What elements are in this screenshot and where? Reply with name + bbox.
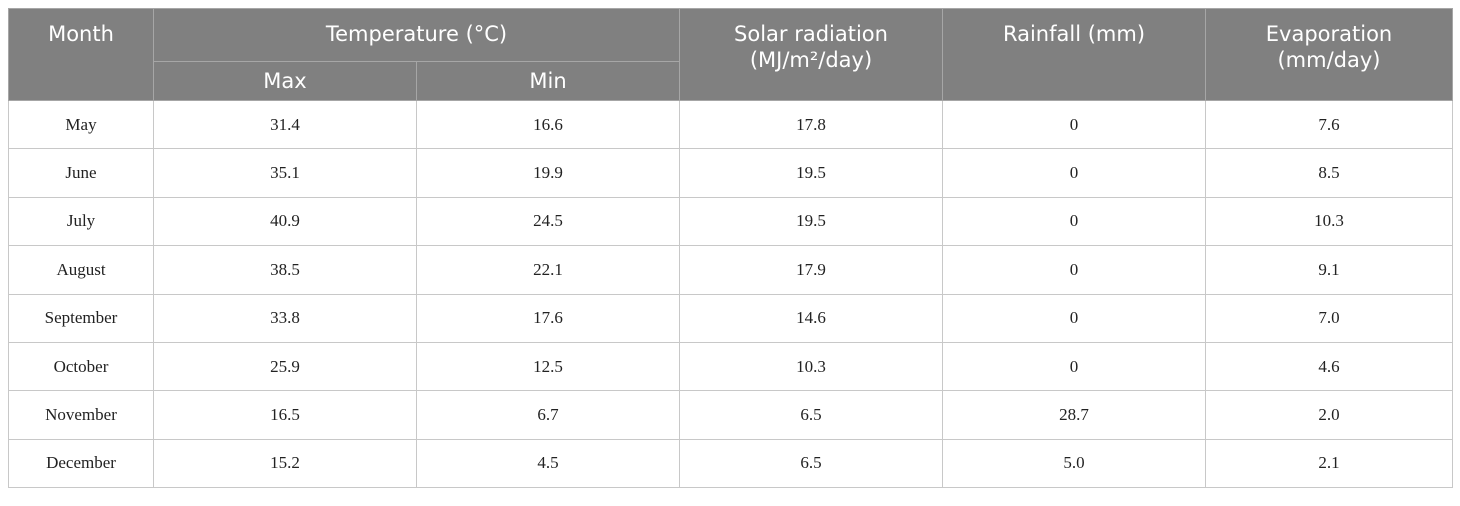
header-cell: Solar radiation (MJ/m²/day) — [679, 8, 943, 101]
table-cell: 35.1 — [153, 148, 417, 198]
table-cell: 28.7 — [942, 390, 1206, 440]
header-row: Month Temperature (°C) Solar radiation (… — [8, 8, 1453, 101]
table-cell: 4.5 — [416, 438, 680, 489]
table-row: June 35.1 19.9 19.5 0 8.5 — [8, 148, 1453, 198]
table-cell: 6.7 — [416, 390, 680, 440]
header-cell: Rainfall (mm) — [942, 8, 1206, 101]
table-row: November 16.5 6.7 6.5 28.7 2.0 — [8, 390, 1453, 440]
table-cell: 0 — [942, 245, 1206, 295]
table-cell: 0 — [942, 148, 1206, 198]
table-cell: 10.3 — [1205, 196, 1453, 247]
table-row: September 33.8 17.6 14.6 0 7.0 — [8, 293, 1453, 343]
data-table: Month Temperature (°C) Solar radiation (… — [8, 8, 1453, 489]
table-row: October 25.9 12.5 10.3 0 4.6 — [8, 341, 1453, 392]
table-cell: 5.0 — [942, 438, 1206, 489]
header-row: Max Min — [9, 61, 1453, 101]
table-cell: 17.8 — [679, 99, 943, 150]
table-cell: 7.0 — [1205, 293, 1453, 343]
table-cell: 12.5 — [416, 341, 680, 392]
header-cell: Month — [8, 8, 154, 101]
table-row: May 31.4 16.6 17.8 0 7.6 — [8, 99, 1453, 150]
table-cell: November — [8, 390, 154, 440]
table-cell: 22.1 — [416, 245, 680, 295]
header-cell: Max — [153, 61, 417, 101]
table-cell: December — [8, 438, 154, 489]
table-cell: 31.4 — [153, 99, 417, 150]
table-cell: 6.5 — [679, 390, 943, 440]
table-cell: 9.1 — [1205, 245, 1453, 295]
table-cell: 33.8 — [153, 293, 417, 343]
table-cell: 0 — [942, 196, 1206, 247]
table-cell: 19.9 — [416, 148, 680, 198]
table-row: August 38.5 22.1 17.9 0 9.1 — [8, 245, 1453, 295]
header-cell: Min — [416, 61, 680, 101]
table-cell: 8.5 — [1205, 148, 1453, 198]
table-body: May 31.4 16.6 17.8 0 7.6 June 35.1 19.9 19.5 0 8.5 J… — [8, 99, 1453, 489]
table-row: December 15.2 4.5 6.5 5.0 2.1 — [8, 438, 1453, 489]
table-cell: 24.5 — [416, 196, 680, 247]
table-cell: October — [8, 341, 154, 392]
table-cell: 7.6 — [1205, 99, 1453, 150]
table-cell: August — [8, 245, 154, 295]
table-row: July 40.9 24.5 19.5 0 10.3 — [8, 196, 1453, 247]
table-cell: 19.5 — [679, 148, 943, 198]
table-cell: 6.5 — [679, 438, 943, 489]
table-cell: 0 — [942, 293, 1206, 343]
table-cell: 0 — [942, 341, 1206, 392]
table-cell: 15.2 — [153, 438, 417, 489]
table-cell: 14.6 — [679, 293, 943, 343]
table-cell: 17.9 — [679, 245, 943, 295]
table-cell: 40.9 — [153, 196, 417, 247]
table-cell: May — [8, 99, 154, 150]
table-cell: 16.6 — [416, 99, 680, 150]
table-cell: July — [8, 196, 154, 247]
table-cell: 4.6 — [1205, 341, 1453, 392]
header-text: Evaporation (mm/day) — [1265, 22, 1393, 72]
header-text: Solar radiation (MJ/m²/day) — [734, 22, 888, 72]
table-cell: 2.0 — [1205, 390, 1453, 440]
table-cell: June — [8, 148, 154, 198]
table-cell: 17.6 — [416, 293, 680, 343]
table-cell: September — [8, 293, 154, 343]
table-cell: 0 — [942, 99, 1206, 150]
table-cell: 2.1 — [1205, 438, 1453, 489]
header-cell: Temperature (°C) — [153, 8, 680, 62]
table-cell: 38.5 — [153, 245, 417, 295]
table-cell: 10.3 — [679, 341, 943, 392]
table-cell: 16.5 — [153, 390, 417, 440]
table-cell: 25.9 — [153, 341, 417, 392]
header-cell: Evaporation (mm/day) — [1205, 8, 1453, 101]
table-cell: 19.5 — [679, 196, 943, 247]
